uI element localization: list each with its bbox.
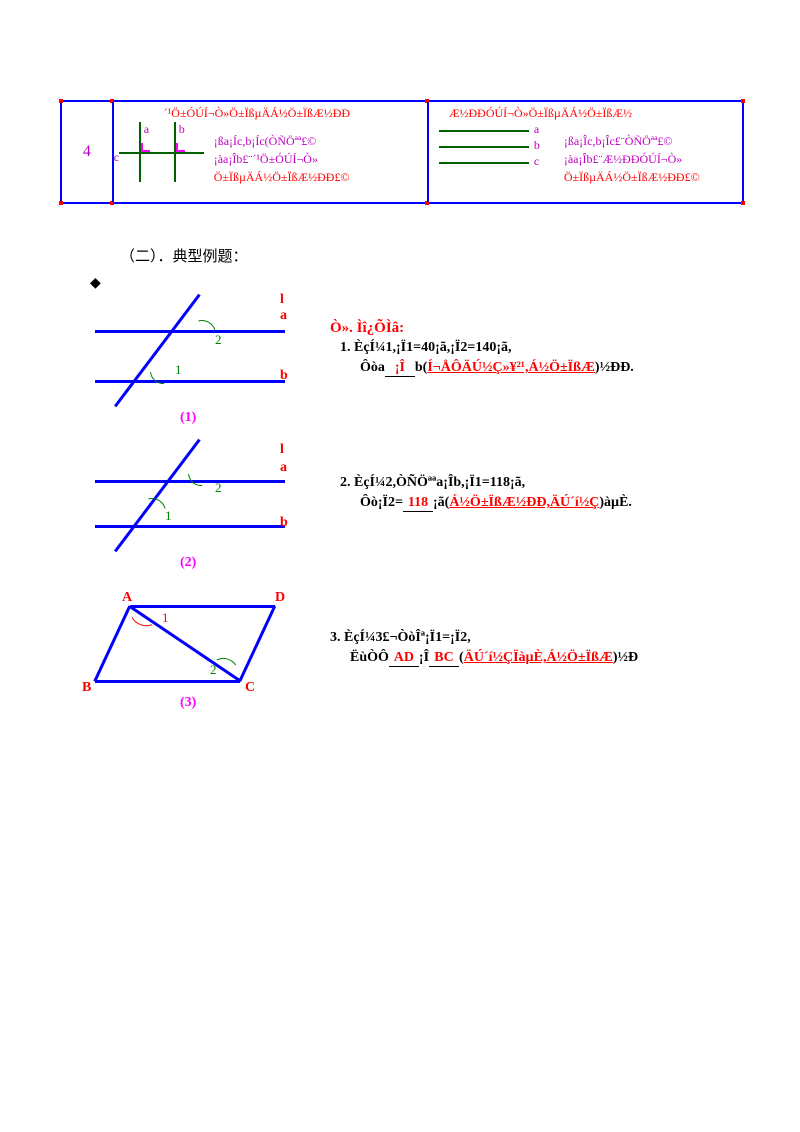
q3-ans2: BC <box>429 650 459 667</box>
q2-2b: ¡ã( <box>433 495 449 510</box>
angle-2: 2 <box>215 332 222 348</box>
lbl-l: l <box>280 292 284 308</box>
angle-2: 2 <box>210 662 217 678</box>
left-line2: ¡àa¡Îb£¨´¹Ö±ÓÚÍ¬Ò» <box>214 152 318 167</box>
lbl-b: b <box>179 122 185 137</box>
cell-left: ´¹Ö±ÓÚÍ¬Ò»Ö±ÏßµÄÁ½Ö±ÏßÆ½ÐÐ a b c ¡ßa¡Íc,… <box>114 102 429 202</box>
q2-2c: )àµÈ. <box>599 495 632 510</box>
right-line2: ¡àa¡Îb£¨Æ½ÐÐÓÚÍ¬Ò» <box>564 152 682 167</box>
lbl-b: b <box>280 368 288 384</box>
page: 4 ´¹Ö±ÓÚÍ¬Ò»Ö±ÏßµÄÁ½Ö±ÏßÆ½ÐÐ a b c ¡ßa¡Í… <box>0 0 800 1132</box>
cell-right: Æ½ÐÐÓÚÍ¬Ò»Ö±ÏßµÄÁ½Ö±ÏßÆ½ a b c ¡ßa¡Îc,b¡… <box>429 102 742 202</box>
line-c <box>119 152 204 154</box>
line-DC <box>239 606 276 682</box>
right-title: Æ½ÐÐÓÚÍ¬Ò»Ö±ÏßµÄÁ½Ö±ÏßÆ½ <box>449 106 632 121</box>
lbl-b: b <box>280 515 288 531</box>
q2-line2: Ôò¡Ï2=118¡ã(Á½Ö±ÏßÆ½ÐÐ,ÄÚ´í½Ç)àµÈ. <box>360 495 632 512</box>
lbl-A: A <box>122 590 132 606</box>
lbl-l: l <box>280 442 284 458</box>
right-angle-icon <box>176 143 185 152</box>
q2-2a: Ôò¡Ï2= <box>360 495 403 510</box>
line-b <box>95 525 285 528</box>
lbl-a: a <box>144 122 149 137</box>
left-title: ´¹Ö±ÓÚÍ¬Ò»Ö±ÏßµÄÁ½Ö±ÏßÆ½ÐÐ <box>164 106 350 121</box>
lbl-D: D <box>275 590 285 606</box>
line-b <box>95 380 285 383</box>
fig3-label: (3) <box>180 695 196 711</box>
angle-1: 1 <box>165 508 172 524</box>
top-table: 4 ´¹Ö±ÓÚÍ¬Ò»Ö±ÏßµÄÁ½Ö±ÏßÆ½ÐÐ a b c ¡ßa¡Í… <box>60 100 744 204</box>
right-angle-icon <box>141 143 150 152</box>
q3-line2: ËùÒÔAD¡ÎBC(ÄÚ´í½ÇÏàµÈ,Á½Ö±ÏßÆ)½Ð <box>350 650 638 667</box>
angle-1: 1 <box>162 610 169 626</box>
arc-2 <box>183 455 220 492</box>
num-4: 4 <box>83 143 91 161</box>
q3-ans1: AD <box>389 650 419 667</box>
bullet-icon: ◆ <box>90 275 101 292</box>
lbl-a: a <box>534 122 539 137</box>
lbl-b: b <box>534 138 540 153</box>
line-AB <box>94 606 131 682</box>
q1-line2: Ôòa¡Îb(Í¬ÅÔÄÚ½Ç»¥²¹,Á½Ö±ÏßÆ)½ÐÐ. <box>360 360 634 377</box>
q1-line1: 1. ÈçÍ¼1,¡Ï1=40¡ã,¡Ï2=140¡ã, <box>340 340 512 356</box>
q1-2a: Ôòa <box>360 360 385 375</box>
line-a <box>439 130 529 132</box>
angle-1: 1 <box>175 362 182 378</box>
cell-number: 4 <box>62 102 114 202</box>
q3-2c: )½Ð <box>613 650 638 665</box>
right-line1: ¡ßa¡Îc,b¡Îc£¨ÒÑÖªª£© <box>564 134 673 149</box>
line-c <box>439 162 529 164</box>
lbl-c: c <box>114 150 119 165</box>
lbl-c: c <box>534 154 539 169</box>
q1-reason: Í¬ÅÔÄÚ½Ç»¥²¹,Á½Ö±ÏßÆ <box>427 360 595 375</box>
fig2-label: (2) <box>180 555 196 571</box>
section-title: （二）．典型例题： <box>120 245 248 266</box>
line-l <box>114 439 200 552</box>
left-line1: ¡ßa¡Íc,b¡Íc(ÒÑÖªª£© <box>214 134 317 149</box>
lbl-a: a <box>280 308 287 324</box>
line-l <box>114 294 200 407</box>
lbl-B: B <box>82 680 91 696</box>
q2-ans: 118 <box>403 495 433 512</box>
q3-line1: 3. ÈçÍ¼3£¬ÒòÎª¡Ï1=¡Ï2, <box>330 630 471 646</box>
lbl-C: C <box>245 680 255 696</box>
fig1-label: (1) <box>180 410 196 426</box>
left-line3: Ö±ÏßµÄÁ½Ö±ÏßÆ½ÐÐ£© <box>214 170 350 185</box>
q3-reason: ÄÚ´í½ÇÏàµÈ,Á½Ö±ÏßÆ <box>464 650 613 665</box>
lbl-a: a <box>280 460 287 476</box>
right-line3: Ö±ÏßµÄÁ½Ö±ÏßÆ½ÐÐ£© <box>564 170 700 185</box>
q3-mid: ¡Î <box>419 650 429 665</box>
heading: Ò». Ìî¿ÕÌâ: <box>330 320 404 337</box>
q1-ans: ¡Î <box>385 360 415 377</box>
angle-2: 2 <box>215 480 222 496</box>
line-b <box>439 146 529 148</box>
q2-line1: 2. ÈçÍ¼2,ÒÑÖªªa¡Îb,¡Ï1=118¡ã, <box>340 475 525 491</box>
q1-2b: b( <box>415 360 427 375</box>
q1-2c: )½ÐÐ. <box>595 360 634 375</box>
q2-reason: Á½Ö±ÏßÆ½ÐÐ,ÄÚ´í½Ç <box>449 495 599 510</box>
q3-2a: ËùÒÔ <box>350 650 389 665</box>
